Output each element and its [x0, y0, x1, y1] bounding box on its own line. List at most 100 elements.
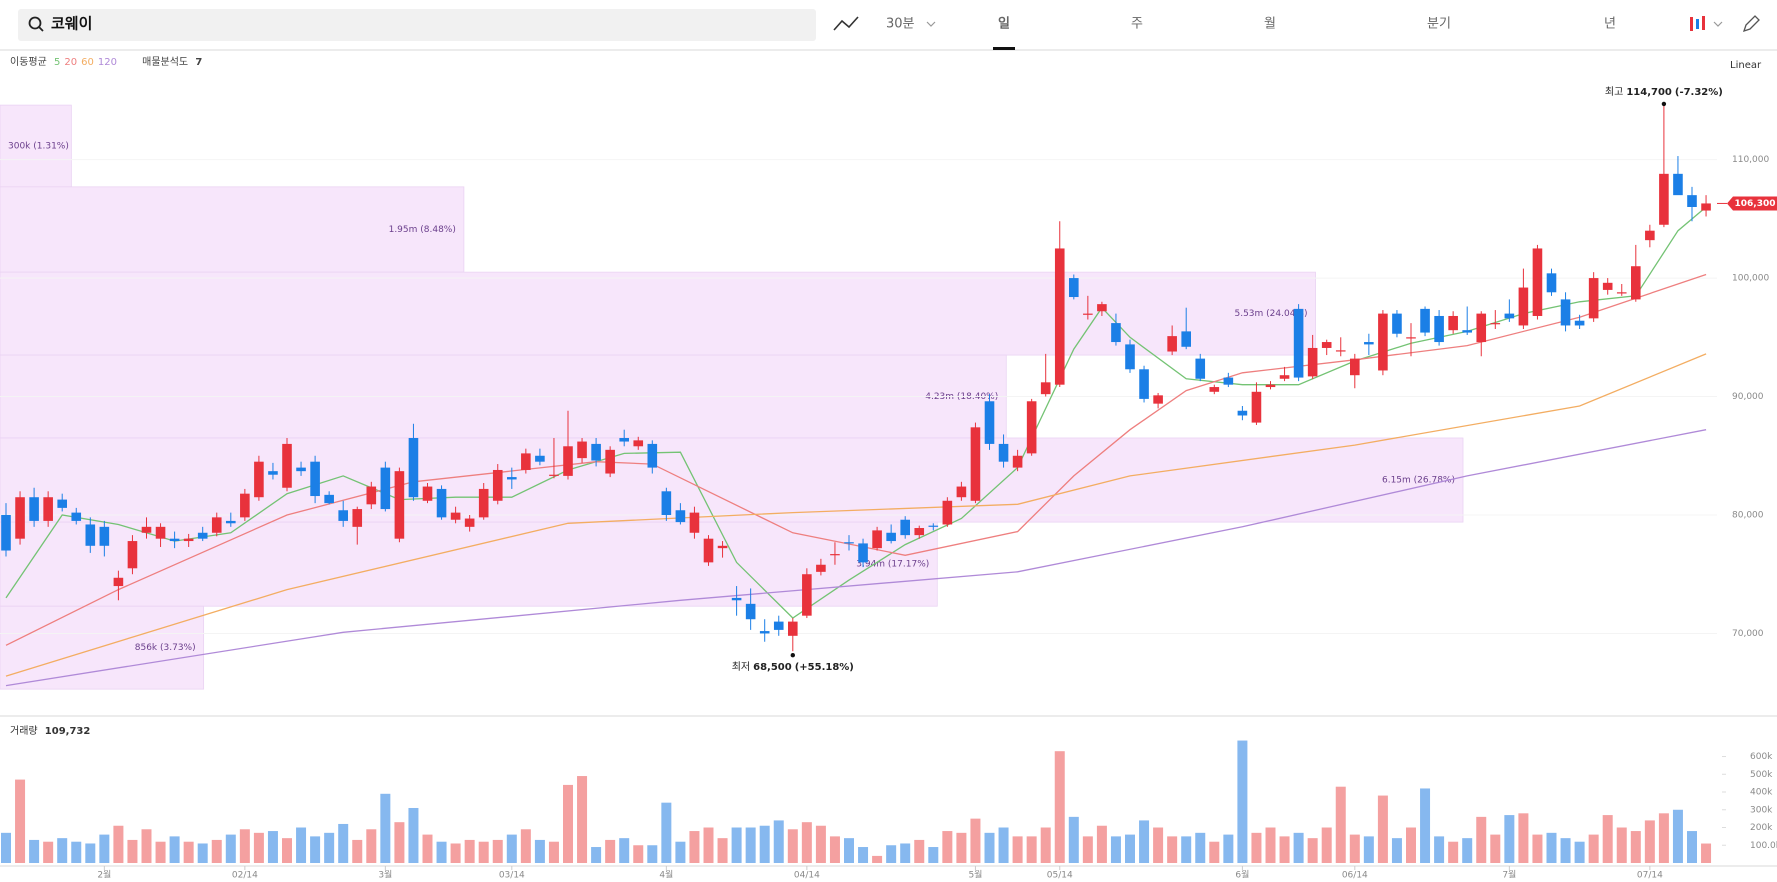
scale-mode[interactable]: Linear: [1730, 60, 1762, 71]
volume-bar: [1209, 841, 1220, 863]
candle-body: [1588, 278, 1599, 319]
active-tab-underline: [993, 47, 1015, 50]
candle-body: [1560, 299, 1571, 326]
period-tab[interactable]: 년: [1604, 17, 1616, 32]
candle-body: [1181, 331, 1191, 347]
chevron: [926, 21, 936, 27]
volume-bar: [267, 831, 278, 863]
candle-body: [872, 530, 882, 549]
candles: [1, 103, 1711, 652]
volume-bar: [1167, 836, 1178, 863]
candle-body: [85, 524, 96, 546]
volume-bar: [773, 820, 784, 863]
period-tab[interactable]: 주: [1131, 17, 1143, 32]
candle-body: [1335, 350, 1346, 352]
extreme-prefix: 최저: [732, 661, 750, 673]
volume-bar: [1012, 836, 1023, 863]
candle-body: [591, 443, 601, 461]
volume-bar: [1054, 751, 1065, 863]
interval-select[interactable]: 30분: [886, 17, 915, 32]
search-box[interactable]: [18, 9, 816, 41]
candle-body: [254, 461, 264, 498]
toolbar: 코웨이 30분 일 주 월 분기 년: [0, 9, 1777, 51]
candle-body: [338, 510, 348, 521]
candle-icon: [1702, 16, 1705, 30]
volume-bar: [759, 825, 770, 863]
volume-bar: [1321, 827, 1332, 863]
candle-body: [661, 491, 672, 515]
volume-bar: [1701, 843, 1712, 863]
candle-body: [759, 631, 770, 634]
volume-bar: [534, 839, 545, 863]
profile-band: [0, 521, 938, 607]
profile-band: [0, 104, 72, 188]
period-tab[interactable]: 월: [1264, 17, 1276, 32]
volume-tick-label: 200k: [1750, 823, 1773, 833]
candle-body: [1125, 344, 1135, 370]
candle-body: [1645, 230, 1655, 241]
volume-bar: [815, 825, 826, 863]
x-tick-label: 05/14: [1047, 871, 1073, 881]
volume-bar: [633, 845, 644, 863]
candle-body: [521, 453, 531, 470]
draw-tool-icon[interactable]: [1742, 15, 1760, 33]
volume-bar: [310, 836, 321, 863]
volume-bar: [127, 839, 138, 863]
period-tab[interactable]: 일: [998, 17, 1010, 32]
candle-body: [99, 526, 110, 546]
volume-bar: [1420, 788, 1431, 863]
candle-body: [169, 538, 180, 542]
volume-bar: [858, 847, 869, 863]
profile-label: 6.15m (26.78%): [1382, 476, 1455, 486]
candle-body: [478, 488, 489, 518]
candle-body: [1012, 455, 1023, 468]
chart-type-icon[interactable]: [833, 16, 859, 31]
volume-bar: [57, 838, 68, 863]
candle-body: [1040, 382, 1051, 395]
volume-bar: [1616, 827, 1627, 863]
moving-average-line: [5, 206, 1707, 619]
candle-body: [970, 427, 981, 501]
last-price-label: 106,300: [1735, 199, 1776, 209]
candle-body: [1293, 308, 1304, 378]
candle-body: [1054, 248, 1065, 385]
candle-body: [1350, 358, 1360, 376]
profile-title: 매물분석도: [142, 56, 188, 68]
profile-band: [0, 271, 1316, 356]
volume-bar: [1265, 827, 1276, 863]
candle-body: [1687, 195, 1697, 207]
y-tick-label: 80,000: [1732, 510, 1764, 520]
candle-body: [844, 542, 854, 544]
candle-icon[interactable]: [1690, 17, 1693, 31]
volume-bar: [661, 802, 672, 863]
volume-bar: [422, 834, 433, 863]
volume-bar: [464, 839, 475, 863]
volume-bar: [506, 834, 517, 863]
candle-body: [1111, 323, 1121, 343]
volume-bar: [1040, 827, 1051, 863]
candle-body: [450, 512, 461, 520]
profile-band: [0, 437, 1464, 523]
candle-body: [1195, 358, 1206, 379]
volume-bar: [1223, 834, 1234, 863]
candle-body: [1139, 369, 1149, 399]
extreme-value: 68,500: [753, 662, 792, 673]
volume-bar: [183, 841, 194, 863]
candle-body: [1251, 391, 1262, 423]
volume-bar: [1462, 838, 1473, 863]
candle-body: [1673, 173, 1683, 196]
period-tab[interactable]: 분기: [1427, 17, 1451, 32]
volume-bar: [43, 841, 54, 863]
volume-bar: [436, 841, 447, 863]
volume-bar: [731, 827, 742, 863]
candle-body: [928, 525, 939, 527]
volume-bar: [1293, 832, 1304, 863]
candle-body: [717, 545, 728, 549]
extreme-dot: [1661, 101, 1667, 107]
x-tick-label: 03/14: [499, 871, 525, 881]
candle-body: [183, 538, 194, 542]
volume-bar: [1476, 816, 1487, 863]
volume-bar: [1096, 825, 1107, 863]
candle-body: [1378, 313, 1388, 371]
ma-name: 5: [54, 57, 60, 68]
